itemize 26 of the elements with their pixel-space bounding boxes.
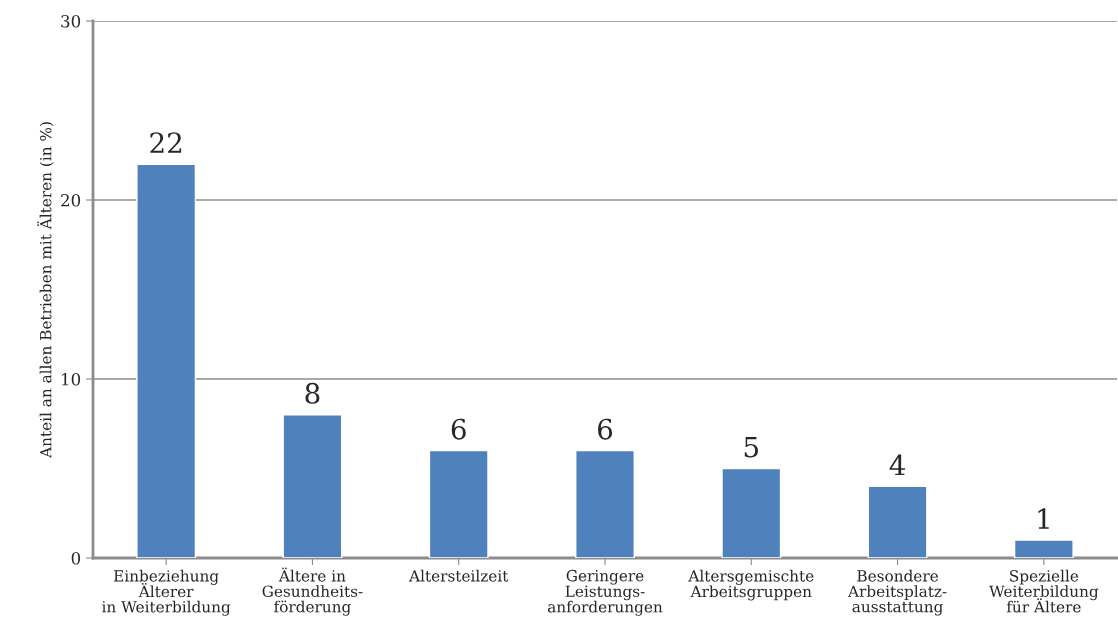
x-tick-label: Spezielle Weiterbildung für Ältere bbox=[989, 569, 1099, 613]
x-tick-label: Ältere in Gesundheits- förderung bbox=[262, 567, 363, 616]
data-label: 8 bbox=[305, 382, 320, 404]
bar bbox=[282, 414, 343, 558]
bar bbox=[721, 467, 782, 558]
data-label: 5 bbox=[744, 436, 758, 458]
bar bbox=[867, 485, 928, 558]
data-label: 6 bbox=[451, 418, 466, 440]
data-label: 22 bbox=[150, 132, 182, 153]
data-label: 4 bbox=[889, 454, 906, 476]
x-tick-label: Geringere Leistungs- anforderungen bbox=[547, 569, 663, 616]
y-axis-title: Anteil an allen Betrieben mit Älteren (in %) bbox=[37, 122, 54, 458]
y-tick-label: 30 bbox=[61, 14, 81, 28]
x-tick-label: Altersgemischte Arbeitsgruppen bbox=[688, 569, 814, 601]
bar bbox=[136, 163, 197, 558]
x-tick-label: Besondere Arbeitsplatz- ausstattung bbox=[847, 569, 947, 616]
y-tick-label: 10 bbox=[62, 372, 81, 386]
x-tick-label: Einbeziehung Älterer in Weiterbildung bbox=[102, 569, 231, 616]
data-label: 1 bbox=[1038, 508, 1049, 529]
bar bbox=[575, 449, 635, 558]
x-tick-label: Altersteilzeit bbox=[408, 569, 509, 582]
data-label: 6 bbox=[598, 418, 613, 440]
y-tick-label: 20 bbox=[61, 193, 81, 207]
bar bbox=[428, 449, 489, 558]
bar bbox=[1013, 539, 1074, 558]
y-tick-label: 0 bbox=[71, 551, 81, 565]
